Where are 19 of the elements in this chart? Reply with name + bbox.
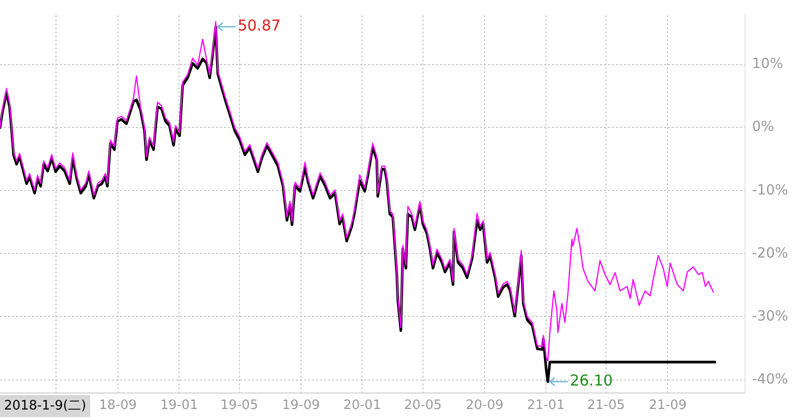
x-tick-label: 21-01 [526, 398, 565, 414]
x-tick-label: 20-09 [466, 398, 504, 414]
text: 2018-1-9(二) [4, 398, 86, 414]
y-tick-label: -10% [752, 182, 788, 198]
y-tick-label: -30% [752, 308, 788, 324]
x-tick-label: 21-05 [587, 398, 625, 414]
y-tick-label: 0% [752, 119, 774, 136]
x-tick-label: 18-09 [99, 398, 137, 414]
annotation: 50.87 [238, 16, 281, 35]
y-tick-label: 10% [752, 56, 784, 72]
x-tick-label: 19-09 [282, 398, 320, 414]
x-tick-label: 19-01 [160, 398, 198, 414]
y-tick-label: -20% [752, 245, 788, 262]
annotation: 26.10 [570, 372, 613, 390]
y-tick-label: -40% [752, 371, 788, 388]
x-tick-label: 20-05 [404, 398, 442, 414]
x-tick-label: 20-01 [343, 398, 382, 414]
x-tick-label: 19-05 [220, 398, 258, 414]
x-tick-label: 21-09 [648, 398, 687, 414]
